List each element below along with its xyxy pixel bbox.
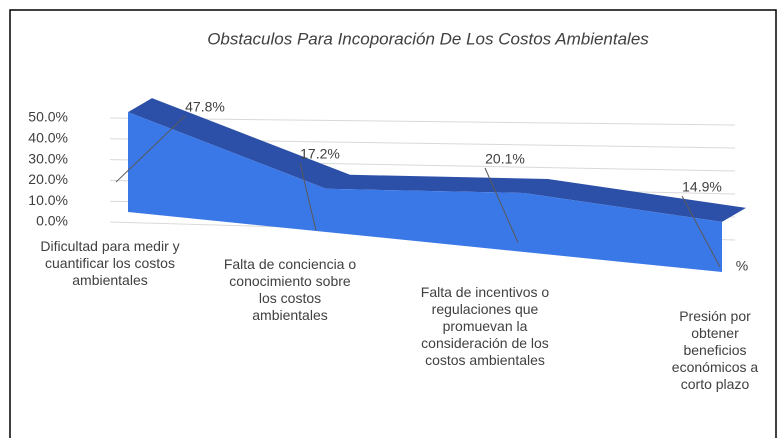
leader-line bbox=[299, 162, 317, 231]
leader-line bbox=[115, 115, 186, 183]
x-tick-label: Dificultad para medir y cuantificar los … bbox=[40, 238, 180, 288]
data-label: 47.8% bbox=[185, 99, 225, 115]
y-tick-label: 0.0% bbox=[36, 213, 68, 229]
area-front bbox=[128, 112, 722, 273]
y-tick-label: 50.0% bbox=[28, 109, 68, 125]
x-tick-label: Falta de conciencia o conocimiento sobre… bbox=[223, 256, 357, 323]
area-top bbox=[128, 98, 746, 222]
grid-line bbox=[109, 117, 736, 126]
data-label: 14.9% bbox=[682, 179, 722, 195]
y-tick-label: 30.0% bbox=[28, 150, 68, 166]
data-label: 17.2% bbox=[300, 146, 340, 162]
leader-line bbox=[681, 195, 721, 268]
chart-title: Obstaculos Para Incoporación De Los Cost… bbox=[207, 29, 649, 48]
y-tick-label: 40.0% bbox=[28, 130, 68, 146]
leader-line bbox=[484, 167, 519, 243]
x-tick-label: Presión por obtener beneficios económico… bbox=[671, 308, 759, 392]
y-tick-label: 20.0% bbox=[28, 171, 68, 187]
y-tick-label: 10.0% bbox=[28, 192, 68, 208]
x-tick-label: Falta de incentivos o regulaciones que p… bbox=[420, 284, 550, 368]
legend-label: % bbox=[736, 258, 748, 274]
data-label: 20.1% bbox=[485, 151, 525, 167]
